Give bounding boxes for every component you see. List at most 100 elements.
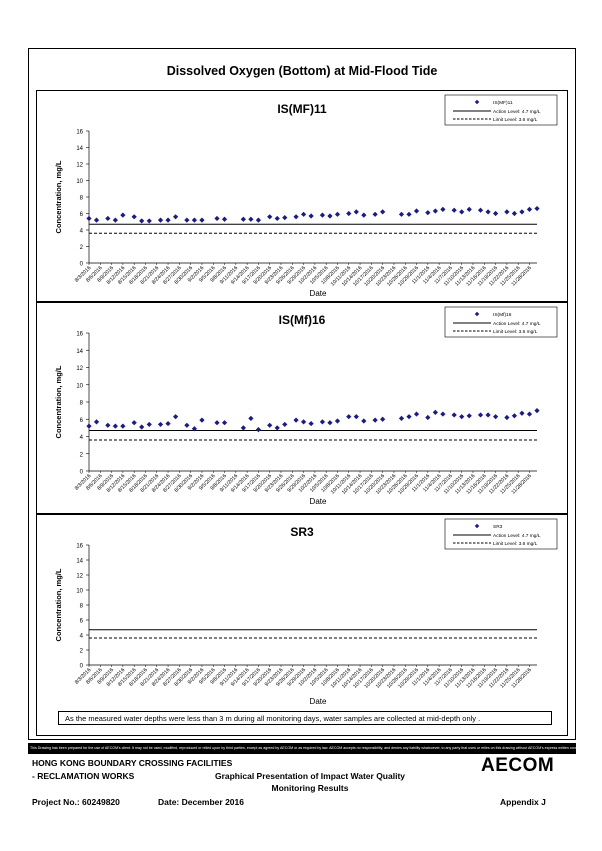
data-point	[477, 412, 484, 418]
data-point	[451, 412, 457, 418]
disclaimer-bar: This Drawing has been prepared for the u…	[28, 743, 576, 754]
data-point	[139, 218, 145, 224]
data-point	[282, 215, 288, 221]
data-point	[406, 211, 412, 217]
data-point	[184, 422, 190, 428]
data-point	[459, 209, 465, 215]
data-point	[477, 207, 484, 213]
y-tick-label: 12	[76, 574, 83, 580]
data-point	[255, 427, 262, 433]
data-point	[157, 421, 164, 428]
data-point	[380, 416, 386, 422]
footer-org-line1: HONG KONG BOUNDARY CROSSING FACILITIES	[32, 758, 233, 768]
y-tick-label: 0	[80, 664, 84, 670]
data-point	[334, 211, 341, 217]
data-point	[526, 206, 533, 212]
data-point	[248, 216, 254, 222]
data-point	[425, 210, 431, 216]
footer-project: Project No.: 60249820	[32, 797, 120, 807]
data-point	[184, 217, 190, 223]
x-axis-label: Date	[310, 289, 327, 298]
data-point	[267, 422, 273, 428]
legend-action-label: Action Level: 4.7 mg/L	[493, 533, 541, 539]
data-point	[398, 415, 405, 421]
legend-box	[444, 518, 558, 550]
y-tick-label: 2	[80, 649, 84, 655]
legend-action-label: Action Level: 4.7 mg/L	[493, 321, 541, 327]
data-point	[432, 409, 438, 415]
data-point	[492, 414, 499, 420]
footer-org-line2: - RECLAMATION WORKS	[32, 771, 135, 781]
data-point	[300, 419, 307, 425]
data-point	[165, 420, 171, 427]
data-point	[361, 212, 367, 218]
legend-action-label: Action Level: 4.7 mg/L	[493, 109, 541, 115]
data-point	[534, 205, 540, 212]
legend-marker	[474, 311, 480, 317]
y-tick-label: 10	[76, 589, 83, 595]
data-point	[353, 209, 359, 215]
y-tick-label: 10	[76, 179, 83, 185]
chart-1-svg: IS(MF)1102468101214168/3/20168/6/20168/9…	[54, 94, 558, 298]
data-point	[293, 214, 299, 220]
data-point	[485, 209, 491, 215]
legend-limit-label: Limit Level: 3.6 mg/L	[493, 329, 538, 335]
y-tick-label: 16	[76, 130, 83, 136]
chart-3-svg: SR302468101214168/3/20168/6/20168/9/2016…	[54, 518, 558, 706]
data-point	[519, 209, 525, 215]
legend-limit-label: Limit Level: 3.6 mg/L	[493, 541, 538, 547]
data-point	[293, 417, 299, 423]
data-point	[346, 414, 352, 420]
legend-box	[444, 306, 558, 338]
data-point	[105, 422, 111, 428]
data-point	[93, 419, 100, 425]
legend-box	[444, 94, 558, 126]
data-point	[504, 209, 510, 215]
y-tick-label: 8	[80, 604, 84, 610]
data-point	[240, 216, 246, 222]
data-point	[353, 414, 359, 420]
drawing-frame	[28, 48, 576, 740]
y-tick-label: 6	[80, 619, 84, 625]
data-point	[319, 212, 326, 218]
data-point	[380, 209, 386, 215]
footer-title-line1: Graphical Presentation of Impact Water Q…	[214, 771, 406, 781]
chart-title: SR3	[290, 525, 314, 539]
y-tick-label: 6	[80, 418, 84, 424]
sampling-note: As the measured water depths were less t…	[58, 711, 552, 725]
data-point	[221, 420, 228, 426]
data-point	[146, 218, 152, 224]
data-point	[485, 412, 491, 418]
chart-panel-1: IS(MF)11 0 2 4 6 8 10 12 14 16 8/3/2016 8/6/2016 8/9…	[36, 90, 568, 302]
y-tick-label: 14	[76, 559, 83, 565]
legend-series-label: IS(Mf)16	[493, 312, 512, 318]
data-point	[165, 217, 171, 223]
data-point	[86, 423, 92, 429]
chart-title: IS(Mf)16	[279, 313, 326, 327]
data-point	[451, 207, 457, 213]
data-point	[459, 414, 465, 420]
data-point	[199, 417, 205, 423]
data-point	[214, 420, 220, 426]
data-point	[139, 424, 145, 430]
data-point	[413, 411, 420, 417]
data-point	[372, 417, 378, 423]
y-tick-label: 12	[76, 366, 83, 372]
data-point	[440, 411, 446, 417]
data-point	[425, 414, 431, 421]
data-point	[146, 421, 152, 428]
y-tick-label: 8	[80, 401, 84, 407]
y-tick-label: 8	[80, 196, 84, 202]
data-point	[112, 423, 118, 429]
footer-date: Date: December 2016	[158, 797, 244, 807]
data-point	[511, 413, 518, 419]
data-point	[519, 410, 525, 416]
data-point	[466, 206, 472, 212]
data-point	[240, 425, 246, 431]
y-tick-label: 16	[76, 544, 83, 550]
data-point	[492, 210, 499, 217]
data-point	[372, 211, 378, 217]
data-point	[214, 215, 220, 222]
data-point	[504, 414, 510, 421]
x-axis-label: Date	[310, 497, 327, 506]
